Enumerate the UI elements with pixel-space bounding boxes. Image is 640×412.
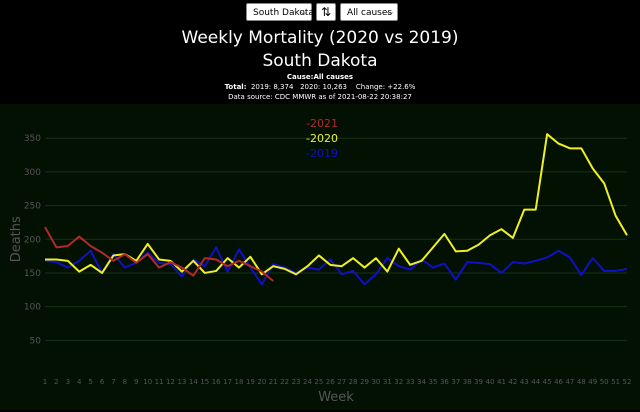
legend-item-2020: -2020 bbox=[306, 132, 338, 145]
state-select-value: South Dakota bbox=[253, 8, 314, 18]
total-change: Change: +22.6% bbox=[355, 83, 416, 91]
x-tick-label: 17 bbox=[223, 378, 232, 386]
x-tick-label: 7 bbox=[111, 378, 115, 386]
x-tick-label: 32 bbox=[394, 378, 403, 386]
chevron-down-icon: ⌵ bbox=[300, 8, 307, 17]
x-tick-label: 35 bbox=[429, 378, 438, 386]
y-tick-label: 150 bbox=[24, 269, 41, 279]
x-tick-label: 36 bbox=[440, 378, 449, 386]
x-tick-label: 2 bbox=[54, 378, 58, 386]
x-tick-label: 22 bbox=[280, 378, 289, 386]
x-tick-label: 15 bbox=[200, 378, 209, 386]
chart-title: Weekly Mortality (2020 vs 2019) bbox=[181, 28, 459, 48]
x-tick-label: 6 bbox=[100, 378, 105, 386]
y-tick-label: 350 bbox=[24, 134, 41, 144]
x-axis-label: Week bbox=[318, 390, 354, 405]
x-tick-label: 5 bbox=[88, 378, 92, 386]
x-tick-label: 26 bbox=[326, 378, 335, 386]
y-tick-label: 50 bbox=[30, 336, 42, 346]
x-tick-label: 43 bbox=[520, 378, 529, 386]
series-lines bbox=[44, 133, 628, 286]
x-tick-label: 28 bbox=[349, 378, 358, 386]
x-tick-label: 9 bbox=[134, 378, 138, 386]
x-tick-label: 44 bbox=[531, 378, 540, 386]
x-tick-label: 33 bbox=[406, 378, 415, 386]
x-tick-label: 12 bbox=[166, 378, 175, 386]
x-tick-label: 11 bbox=[155, 378, 164, 386]
series-line-2021 bbox=[44, 226, 274, 282]
x-tick-label: 45 bbox=[543, 378, 552, 386]
stats-line: Total: 2019: 8,374 2020: 10,263 Change: … bbox=[0, 83, 640, 92]
x-tick-label: 8 bbox=[123, 378, 127, 386]
y-axis-label: Deaths bbox=[9, 216, 24, 262]
grid-lines bbox=[45, 137, 627, 341]
x-tick-label: 48 bbox=[577, 378, 586, 386]
y-tick-label: 100 bbox=[24, 303, 41, 313]
total-2020: 2020: 10,263 bbox=[300, 83, 347, 91]
x-tick-label: 31 bbox=[383, 378, 392, 386]
series-line-2020 bbox=[45, 133, 628, 276]
x-tick-label: 29 bbox=[360, 378, 369, 386]
x-tick-label: 1 bbox=[43, 378, 47, 386]
y-tick-label: 250 bbox=[24, 202, 41, 212]
x-tick-labels: 1 2 3 4 5 6 7 8 9 10 11 12 13 14 15 16 17 18 19 20 21 22 23 24 2… bbox=[43, 378, 632, 386]
x-tick-label: 14 bbox=[189, 378, 198, 386]
x-tick-label: 40 bbox=[486, 378, 495, 386]
cause-select[interactable]: All causes ⌵ bbox=[340, 3, 398, 21]
legend-item-2019: -2019 bbox=[306, 147, 338, 160]
x-tick-label: 19 bbox=[246, 378, 255, 386]
cause-line: Cause:All causes bbox=[286, 73, 354, 81]
x-tick-label: 4 bbox=[77, 378, 82, 386]
y-tick-labels: 50 100 150 200 250 300 350 bbox=[24, 134, 41, 346]
x-tick-label: 41 bbox=[497, 378, 506, 386]
x-tick-label: 49 bbox=[588, 378, 597, 386]
x-tick-label: 21 bbox=[269, 378, 278, 386]
controls-bar: South Dakota ⌵ ⇅ All causes ⌵ bbox=[0, 3, 640, 23]
swap-vertical-icon[interactable]: ⇅ bbox=[316, 3, 336, 21]
x-tick-label: 37 bbox=[451, 378, 460, 386]
x-tick-label: 51 bbox=[611, 378, 620, 386]
y-tick-label: 200 bbox=[24, 235, 41, 245]
x-tick-label: 25 bbox=[314, 378, 323, 386]
data-source: Data source: CDC MMWR as of 2021-08-22 2… bbox=[228, 93, 412, 101]
total-2019: 2019: 8,374 bbox=[250, 83, 294, 91]
x-tick-label: 16 bbox=[212, 378, 221, 386]
chart-subtitle-state: South Dakota bbox=[262, 51, 378, 71]
x-tick-label: 20 bbox=[257, 378, 266, 386]
legend-item-2021: -2021 bbox=[306, 117, 338, 130]
x-tick-label: 50 bbox=[600, 378, 609, 386]
x-tick-label: 52 bbox=[623, 378, 632, 386]
x-tick-label: 42 bbox=[508, 378, 517, 386]
x-tick-label: 34 bbox=[417, 378, 426, 386]
x-tick-label: 47 bbox=[565, 378, 574, 386]
x-tick-label: 3 bbox=[66, 378, 70, 386]
x-tick-label: 38 bbox=[463, 378, 472, 386]
x-tick-label: 24 bbox=[303, 378, 312, 386]
x-tick-label: 18 bbox=[235, 378, 244, 386]
x-tick-label: 27 bbox=[337, 378, 346, 386]
legend: -2021 -2020 -2019 bbox=[306, 117, 338, 160]
x-tick-label: 39 bbox=[474, 378, 483, 386]
x-tick-label: 30 bbox=[371, 378, 380, 386]
x-tick-label: 10 bbox=[143, 378, 152, 386]
cause-select-value: All causes bbox=[347, 8, 393, 18]
state-select[interactable]: South Dakota ⌵ bbox=[246, 3, 314, 21]
x-tick-label: 13 bbox=[177, 378, 186, 386]
chevron-down-icon: ⌵ bbox=[386, 8, 393, 17]
y-tick-label: 300 bbox=[24, 168, 41, 178]
x-tick-label: 46 bbox=[554, 378, 563, 386]
x-tick-label: 23 bbox=[292, 378, 301, 386]
total-label: Total: bbox=[224, 83, 247, 91]
